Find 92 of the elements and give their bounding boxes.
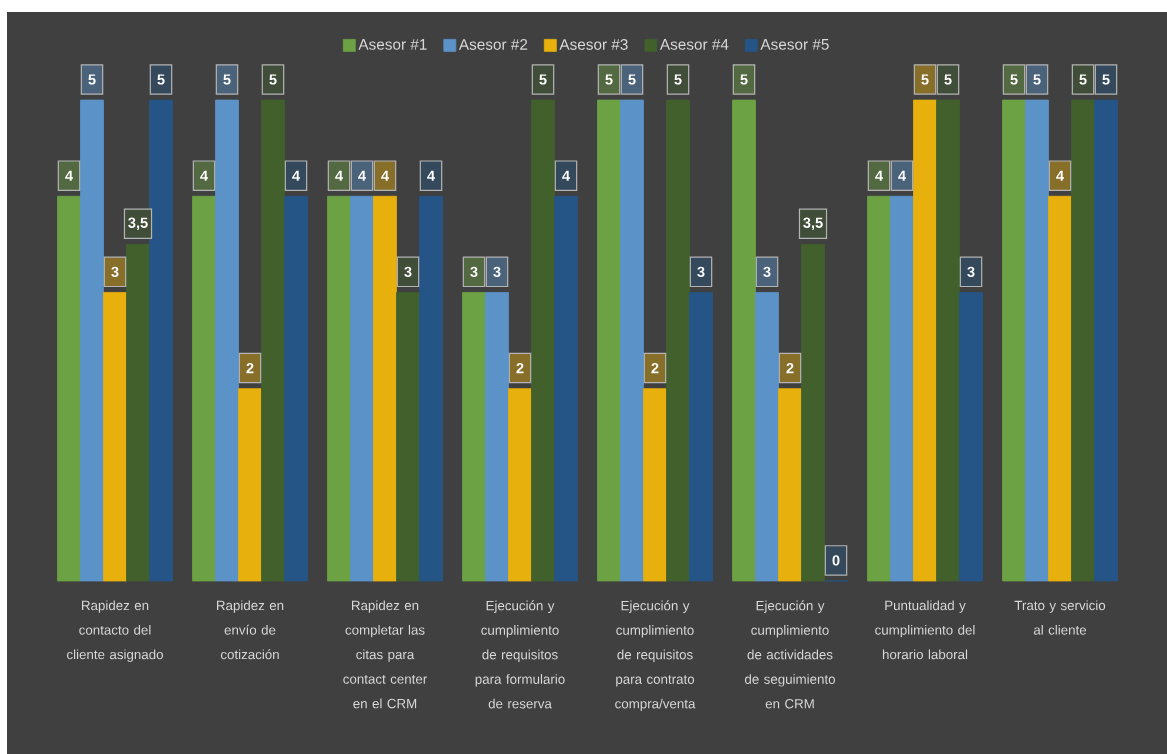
data-label: 3 [470, 266, 478, 278]
data-label: 2 [246, 362, 254, 374]
bar [689, 292, 713, 582]
bar [350, 195, 374, 582]
data-label: 5 [944, 74, 952, 85]
data-label: 4 [562, 170, 570, 181]
bar [396, 292, 420, 582]
data-label: 5 [605, 74, 613, 85]
bar [238, 388, 262, 582]
data-label: 5 [628, 74, 636, 85]
bar [666, 99, 690, 582]
bar [531, 99, 555, 582]
legend-label: Asesor #5 [760, 39, 829, 50]
bar [755, 292, 779, 582]
data-label: 4 [427, 170, 435, 181]
data-label: 5 [1033, 74, 1041, 85]
bar [80, 99, 104, 582]
data-label: 4 [875, 170, 883, 181]
x-tick-label: Trato y servicio al cliente [1014, 600, 1106, 635]
data-label: 2 [651, 362, 659, 374]
data-label: 5 [539, 74, 547, 85]
data-label: 3 [404, 266, 412, 278]
data-label: 5 [740, 74, 748, 85]
bar [327, 195, 351, 582]
data-label: 5 [88, 74, 96, 85]
data-label: 4 [381, 170, 389, 181]
bar [936, 99, 960, 582]
bar [643, 388, 667, 582]
legend-label: Asesor #1 [358, 39, 427, 50]
bar [419, 195, 443, 582]
x-tick-label: Ejecución y cumplimiento de requisitos para formulario de reserva [475, 600, 565, 709]
bar [192, 195, 216, 582]
x-tick-label: Rapidez en envío de cotización [216, 600, 284, 660]
data-label: 5 [1102, 74, 1110, 85]
data-label: 5 [269, 74, 277, 85]
data-label: 0 [832, 555, 840, 566]
data-label: 4 [292, 170, 300, 181]
data-label: 4 [358, 170, 366, 181]
bar [1025, 99, 1049, 582]
data-label: 5 [921, 74, 929, 85]
data-label: 4 [65, 170, 73, 181]
data-label: 5 [223, 74, 231, 85]
x-tick-label: Ejecución y cumplimiento de actividades de seguimiento en CRM [744, 600, 836, 709]
legend-label: Asesor #2 [458, 39, 528, 50]
bar [867, 195, 891, 582]
data-label: 3,5 [803, 217, 823, 231]
bar [620, 99, 644, 582]
data-label: 3 [763, 266, 771, 278]
bar [485, 292, 509, 582]
data-label: 3 [697, 266, 705, 278]
bar [959, 292, 983, 582]
data-label: 3 [967, 266, 975, 278]
bar [1002, 99, 1026, 582]
x-tick-label: Rapidez en contacto del cliente asignado [67, 600, 163, 662]
legend-label: Asesor #3 [559, 39, 628, 50]
bar [732, 99, 756, 582]
bar [508, 388, 532, 582]
data-label: 3 [493, 266, 501, 278]
data-label: 4 [898, 170, 906, 181]
data-label: 5 [1010, 74, 1018, 85]
bar [126, 243, 150, 582]
bar [149, 99, 173, 582]
data-label: 3,5 [128, 217, 148, 231]
data-label: 5 [1079, 74, 1087, 85]
legend-label: Asesor #4 [659, 39, 729, 50]
x-tick-label: Ejecución y cumplimiento de requisitos para contrato compra/venta [615, 600, 696, 712]
bar [462, 292, 486, 582]
bar [778, 388, 802, 582]
data-label: 5 [674, 74, 682, 85]
bar [1048, 195, 1072, 582]
bar [801, 243, 825, 582]
bar [913, 99, 937, 582]
bar [261, 99, 285, 582]
data-label: 2 [516, 362, 524, 374]
bar [373, 195, 397, 582]
bar [103, 292, 127, 582]
data-label: 4 [335, 170, 343, 181]
bar [215, 99, 239, 582]
bar [554, 195, 578, 582]
data-label: 3 [111, 266, 119, 278]
data-label: 4 [200, 170, 208, 181]
x-tick-label: Puntualidad y cumplimiento del horario laboral [875, 600, 975, 660]
bar [57, 195, 81, 582]
bar [1094, 99, 1118, 582]
bar [890, 195, 914, 582]
bar [284, 195, 308, 582]
x-tick-label: Rapidez en completar las citas para contact center en el CRM [343, 600, 428, 709]
data-label: 5 [157, 74, 165, 85]
data-label: 2 [786, 362, 794, 374]
data-label: 4 [1056, 170, 1064, 181]
bar [597, 99, 621, 582]
bar [1071, 99, 1095, 582]
